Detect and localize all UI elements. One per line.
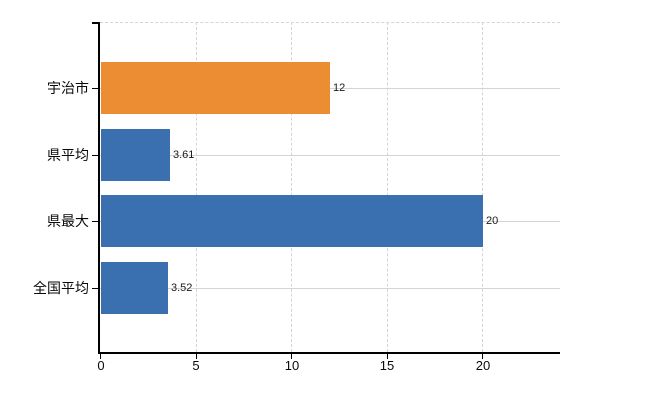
value-label: 20 xyxy=(486,215,499,227)
x-axis-tick xyxy=(291,352,292,359)
y-axis-tick xyxy=(92,221,100,222)
x-tick-label: 20 xyxy=(475,358,491,373)
x-tick-label: 0 xyxy=(97,358,105,373)
vertical-gridline-15 xyxy=(387,22,388,352)
bar-pref-average xyxy=(101,129,170,181)
x-axis-tick xyxy=(196,352,197,359)
bar-national-average xyxy=(101,262,168,314)
x-axis-tick xyxy=(387,352,388,359)
value-label: 3.52 xyxy=(171,282,193,294)
x-tick-label: 10 xyxy=(284,358,300,373)
y-axis-tick xyxy=(92,155,100,156)
category-label: 全国平均 xyxy=(33,280,89,296)
y-axis-tick xyxy=(92,88,100,89)
category-label: 県平均 xyxy=(47,147,89,163)
horizontal-gridline xyxy=(100,88,560,89)
horizontal-gridline xyxy=(100,288,560,289)
value-label: 3.61 xyxy=(173,149,195,161)
y-axis-top-tick xyxy=(92,22,100,24)
vertical-gridline-20 xyxy=(482,22,483,352)
y-axis-tick xyxy=(92,288,100,289)
bar-uji-shi xyxy=(101,62,330,114)
category-label: 宇治市 xyxy=(47,80,89,96)
x-axis-tick xyxy=(100,352,101,359)
horizontal-gridline xyxy=(100,155,560,156)
x-axis-tick xyxy=(482,352,483,359)
bar-pref-max xyxy=(101,195,483,247)
value-label: 12 xyxy=(333,82,346,94)
x-axis-line xyxy=(98,352,560,354)
vertical-gridline-5 xyxy=(196,22,197,352)
plot-top-border xyxy=(100,22,560,23)
y-axis-line xyxy=(98,22,100,352)
category-label: 県最大 xyxy=(47,213,89,229)
vertical-gridline-10 xyxy=(291,22,292,352)
x-tick-label: 15 xyxy=(379,358,395,373)
x-tick-label: 5 xyxy=(192,358,200,373)
